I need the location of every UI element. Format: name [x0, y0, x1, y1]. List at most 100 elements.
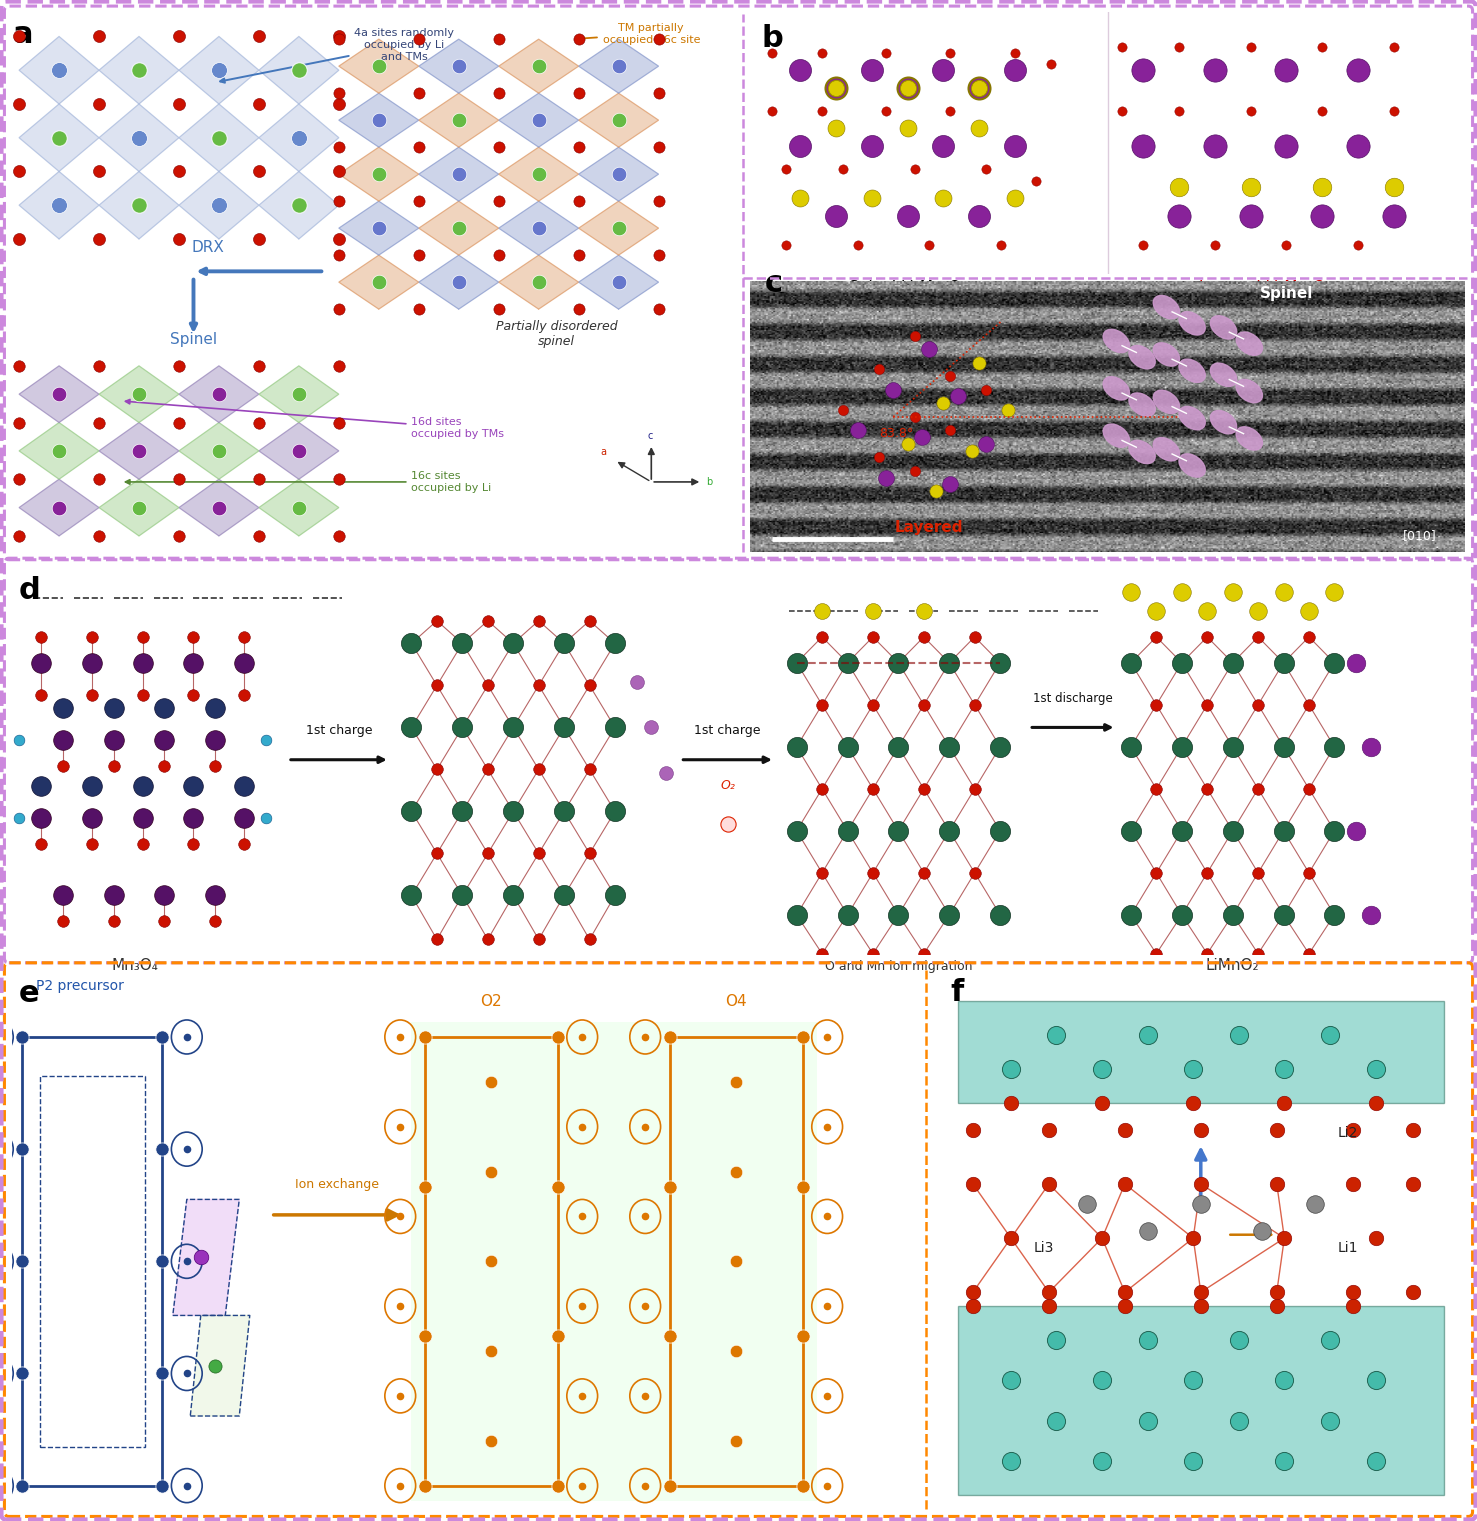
Point: [1195, 599, 1219, 624]
Point: [476, 928, 499, 952]
Point: [1317, 1328, 1341, 1352]
Point: [902, 405, 926, 429]
Point: [87, 523, 111, 548]
Polygon shape: [258, 37, 338, 103]
Point: [1037, 1281, 1060, 1305]
Point: [815, 1205, 839, 1229]
Point: [127, 126, 151, 151]
Point: [80, 651, 103, 675]
Point: [1297, 692, 1320, 716]
Point: [552, 884, 576, 908]
Point: [87, 467, 111, 491]
Polygon shape: [579, 256, 659, 309]
Point: [7, 91, 31, 116]
Point: [414, 1174, 437, 1199]
Polygon shape: [19, 103, 99, 172]
Point: [232, 773, 256, 797]
Point: [1247, 692, 1270, 716]
Point: [127, 58, 151, 82]
Point: [326, 81, 350, 105]
Text: TM partially
occupied 16c site: TM partially occupied 16c site: [576, 23, 700, 44]
Point: [647, 27, 671, 52]
Point: [131, 832, 155, 856]
Point: [809, 99, 833, 123]
Point: [1145, 861, 1168, 885]
Point: [102, 697, 126, 721]
Point: [784, 651, 808, 675]
Text: c: c: [765, 269, 783, 298]
Text: 4a sites randomly
occupied by Li
and TMs: 4a sites randomly occupied by Li and TMs: [220, 29, 455, 82]
Point: [939, 41, 963, 65]
Text: Partially disordered
spinel: Partially disordered spinel: [496, 319, 617, 348]
Point: [487, 27, 511, 52]
Polygon shape: [419, 40, 499, 93]
Point: [1189, 1118, 1213, 1142]
Point: [0, 1249, 10, 1273]
Point: [886, 651, 910, 675]
Polygon shape: [419, 201, 499, 256]
Point: [1310, 35, 1334, 59]
Point: [207, 382, 230, 406]
Point: [287, 496, 310, 520]
Polygon shape: [499, 148, 579, 201]
Polygon shape: [191, 1316, 250, 1416]
Point: [287, 126, 310, 151]
Point: [1114, 1171, 1137, 1196]
Point: [408, 297, 431, 321]
Point: [607, 216, 631, 240]
Point: [388, 1025, 412, 1049]
Point: [567, 243, 591, 268]
Point: [945, 385, 969, 409]
Point: [131, 625, 155, 649]
Point: [967, 76, 991, 100]
Point: [254, 729, 278, 753]
Ellipse shape: [1179, 359, 1205, 382]
Point: [207, 438, 230, 462]
Point: [1136, 1328, 1159, 1352]
Ellipse shape: [1128, 345, 1155, 370]
Point: [724, 1159, 747, 1183]
Point: [911, 861, 935, 885]
Point: [1310, 99, 1334, 123]
Text: 1st charge: 1st charge: [694, 724, 761, 736]
Point: [846, 418, 870, 443]
Point: [1275, 58, 1298, 82]
Point: [1189, 1171, 1213, 1196]
Point: [1273, 1450, 1297, 1474]
Polygon shape: [338, 148, 419, 201]
Point: [1195, 692, 1219, 716]
Point: [204, 697, 227, 721]
Point: [724, 1428, 747, 1453]
Text: Spinel: Spinel: [170, 332, 217, 347]
Point: [167, 24, 191, 49]
Point: [1204, 134, 1227, 158]
Point: [152, 884, 176, 908]
Point: [1037, 1118, 1060, 1142]
Point: [7, 729, 31, 753]
Point: [326, 354, 350, 379]
Point: [408, 189, 431, 213]
Point: [0, 1138, 10, 1162]
Text: f: f: [950, 978, 963, 1007]
Point: [87, 160, 111, 184]
Bar: [669, 1037, 802, 1486]
Point: [326, 135, 350, 160]
Point: [189, 1246, 213, 1270]
Point: [247, 91, 270, 116]
Point: [902, 459, 926, 484]
Polygon shape: [99, 367, 179, 423]
Point: [975, 377, 998, 402]
Point: [570, 1115, 594, 1139]
Point: [988, 818, 1012, 843]
Polygon shape: [419, 93, 499, 148]
Point: [1344, 818, 1368, 843]
Point: [790, 1474, 814, 1498]
Point: [1227, 1022, 1251, 1046]
Polygon shape: [419, 148, 499, 201]
Point: [287, 382, 310, 406]
Point: [895, 76, 919, 100]
Point: [546, 1323, 570, 1348]
Point: [232, 625, 256, 649]
Point: [811, 861, 835, 885]
Point: [1120, 818, 1143, 843]
